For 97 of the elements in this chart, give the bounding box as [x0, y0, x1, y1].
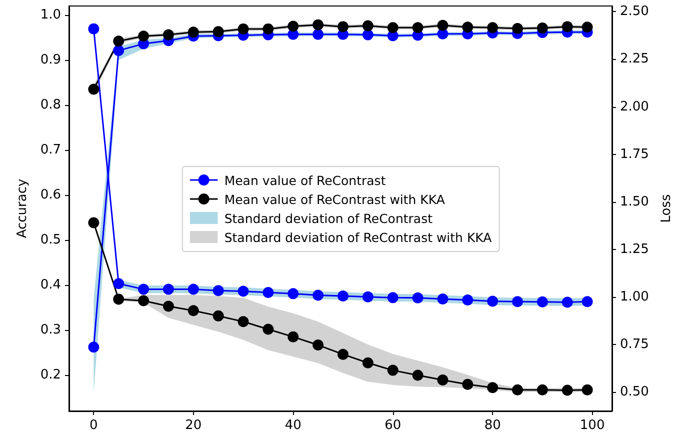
legend-label: Mean value of ReContrast with KKA	[224, 192, 445, 206]
point	[188, 26, 199, 38]
point	[512, 23, 524, 34]
y2-tick-label: 1.00	[620, 289, 649, 304]
point	[412, 292, 424, 304]
point	[88, 217, 100, 228]
y-tick-label: 0.6	[40, 188, 61, 202]
y2-tick-label: 1.75	[620, 146, 649, 162]
point	[412, 22, 424, 34]
y2-tick-label: 0.50	[620, 384, 649, 400]
point	[88, 342, 100, 353]
y2-tick-label: 2.00	[620, 99, 649, 114]
point	[338, 21, 348, 32]
point	[462, 22, 474, 33]
y-axis-title: Accuracy	[15, 178, 30, 238]
y2-tick-label: 1.25	[620, 242, 649, 257]
y2-tick-label: 2.50	[620, 4, 649, 20]
point	[462, 378, 474, 390]
point	[487, 296, 498, 307]
point	[487, 22, 498, 34]
x-tick-label: 100	[580, 418, 605, 433]
point	[162, 300, 174, 312]
point	[113, 36, 124, 47]
point	[262, 324, 274, 335]
point	[312, 340, 324, 351]
point	[312, 28, 324, 40]
point	[582, 22, 593, 33]
y2-tick-label: 2.25	[620, 52, 649, 67]
y2-tick-label: 1.50	[620, 194, 649, 210]
point	[162, 284, 174, 295]
x-tick-label: 20	[185, 418, 202, 433]
y-tick-label: 0.7	[40, 142, 61, 158]
point	[512, 384, 524, 396]
point	[188, 284, 199, 295]
point	[412, 370, 424, 381]
y-tick-label: 0.4	[40, 278, 61, 292]
y2-axis-title: Loss	[658, 194, 674, 223]
point	[536, 384, 548, 396]
x-tick-label: 60	[384, 418, 402, 433]
y-tick-label: 0.8	[40, 98, 61, 112]
point	[362, 29, 374, 40]
point	[462, 294, 474, 306]
point	[536, 296, 548, 308]
point	[162, 29, 174, 40]
point	[562, 296, 573, 308]
y2-tick-label: 0.75	[620, 336, 649, 352]
point	[437, 294, 448, 305]
point	[138, 30, 150, 42]
y-tick-label: 0.3	[40, 322, 61, 338]
point	[582, 296, 593, 308]
point	[288, 331, 299, 342]
point	[188, 305, 199, 316]
point	[288, 20, 299, 32]
point	[312, 19, 324, 30]
point	[562, 21, 573, 32]
point	[437, 20, 448, 31]
point	[437, 374, 448, 386]
point	[212, 285, 224, 296]
point	[88, 84, 100, 95]
point	[138, 284, 150, 295]
x-tick-label: 80	[484, 418, 501, 433]
x-tick-label: 0	[90, 418, 98, 433]
point	[212, 26, 224, 38]
x-tick-label: 40	[284, 418, 302, 433]
point	[312, 290, 324, 301]
point	[288, 288, 299, 300]
point	[362, 20, 374, 32]
point	[512, 296, 524, 308]
point	[262, 23, 274, 34]
point	[138, 295, 150, 306]
legend-label: Mean value of ReContrast	[224, 172, 386, 188]
point	[113, 45, 124, 56]
point	[362, 357, 374, 368]
point	[338, 290, 348, 302]
point	[238, 23, 249, 34]
point	[113, 294, 124, 305]
point	[487, 382, 498, 394]
y-tick-label: 0.9	[40, 52, 61, 68]
point	[387, 292, 398, 304]
point	[88, 23, 100, 34]
point	[387, 364, 398, 376]
y-tick-label: 0.5	[40, 232, 61, 248]
annotation: Standard deviation of ReContrast with KKA	[224, 230, 492, 244]
point	[582, 384, 593, 396]
point	[362, 291, 374, 302]
y-tick-label: 1.0	[40, 8, 61, 22]
point	[238, 286, 249, 297]
point	[113, 278, 124, 290]
y-tick-label: 0.2	[40, 368, 61, 382]
point	[212, 310, 224, 322]
point	[562, 384, 573, 396]
annotation: Standard deviation of ReContrast	[224, 210, 432, 226]
point	[387, 22, 398, 34]
point	[262, 287, 274, 298]
point	[338, 348, 348, 360]
point	[238, 316, 249, 328]
point	[536, 22, 548, 34]
